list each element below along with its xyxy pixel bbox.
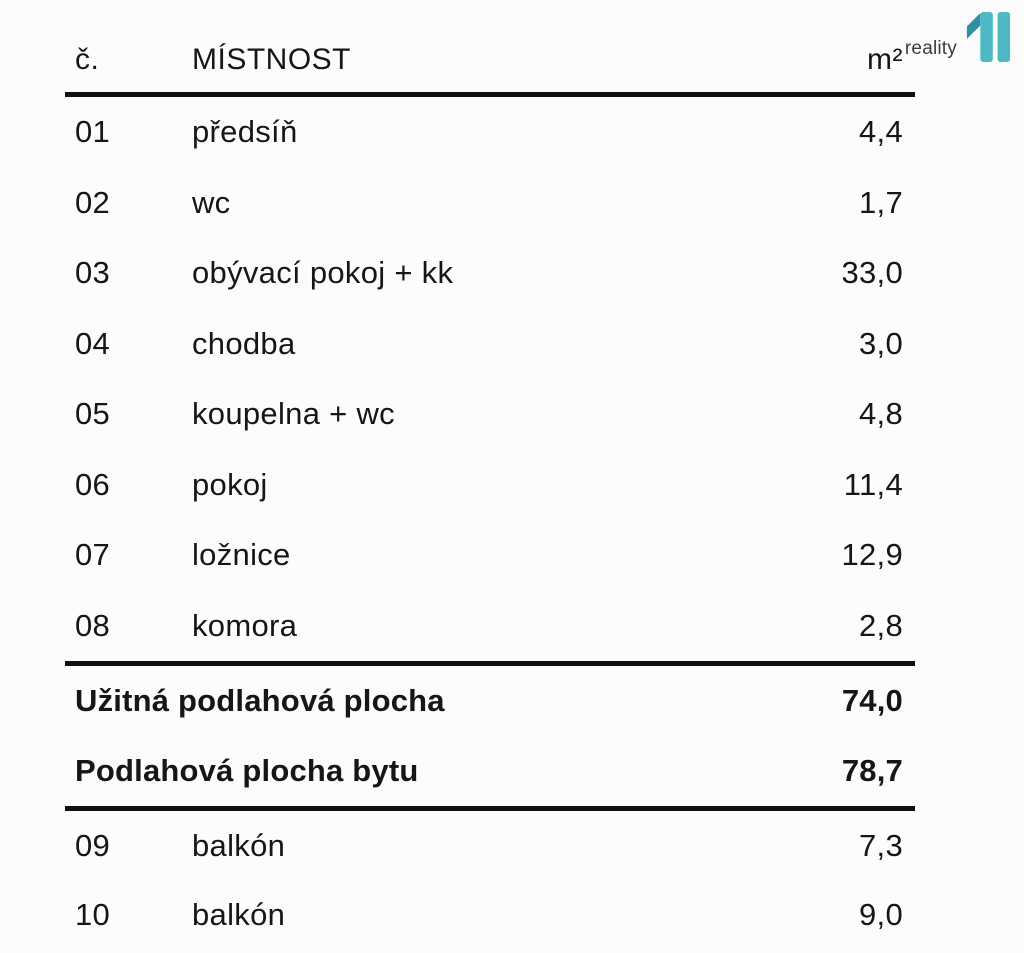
table-row: 10 balkón 9,0 xyxy=(65,880,915,949)
total-area: 74,0 xyxy=(841,683,903,718)
table-row: 01 předsíň 4,4 xyxy=(65,97,915,168)
table-row: 02 wc 1,7 xyxy=(65,168,915,239)
logo-text: reality xyxy=(904,38,957,59)
rooms-section: 01 předsíň 4,4 02 wc 1,7 03 obývací poko… xyxy=(65,97,915,661)
total-row: Podlahová plocha bytu 78,7 xyxy=(65,736,915,806)
balconies-section: 09 balkón 7,3 10 balkón 9,0 xyxy=(65,811,915,949)
room-number: 10 xyxy=(75,896,111,932)
room-number: 01 xyxy=(75,114,111,150)
room-number: 09 xyxy=(75,827,111,863)
room-number: 07 xyxy=(75,537,111,573)
table-row: 05 koupelna + wc 4,8 xyxy=(65,379,915,450)
total-label: Podlahová plocha bytu xyxy=(75,753,419,788)
room-number: 05 xyxy=(75,396,111,432)
room-name: komora xyxy=(192,607,298,643)
table-row: 07 ložnice 12,9 xyxy=(65,520,915,591)
room-name: ložnice xyxy=(192,537,291,573)
room-number: 03 xyxy=(75,255,111,291)
room-area: 4,8 xyxy=(859,396,903,432)
header-unit-label: m² xyxy=(867,43,903,76)
room-area: 9,0 xyxy=(859,896,903,932)
total-label: Užitná podlahová plocha xyxy=(75,683,445,718)
room-area: 33,0 xyxy=(841,255,903,291)
table-row: 08 komora 2,8 xyxy=(65,591,915,662)
room-name: koupelna + wc xyxy=(192,396,395,432)
room-area: 3,0 xyxy=(859,325,903,361)
divider-totals-bottom xyxy=(65,806,915,811)
room-area: 7,3 xyxy=(859,827,903,863)
divider-header xyxy=(65,92,915,97)
table-header-row: č. MÍSTNOST m² xyxy=(65,0,915,92)
room-area: 12,9 xyxy=(841,537,903,573)
reality11-logo-icon xyxy=(966,12,1011,62)
room-number: 06 xyxy=(75,466,111,502)
total-area: 78,7 xyxy=(841,753,903,788)
table-row: 04 chodba 3,0 xyxy=(65,309,915,380)
logo: reality xyxy=(905,10,1012,64)
room-name: předsíň xyxy=(192,114,298,150)
room-area: 4,4 xyxy=(859,114,903,150)
room-table: č. MÍSTNOST m² 01 předsíň 4,4 02 wc 1,7 … xyxy=(65,0,915,949)
total-row: Užitná podlahová plocha 74,0 xyxy=(65,666,915,736)
room-name: balkón xyxy=(192,827,286,863)
table-row: 09 balkón 7,3 xyxy=(65,811,915,880)
table-row: 03 obývací pokoj + kk 33,0 xyxy=(65,238,915,309)
room-name: chodba xyxy=(192,325,296,361)
room-number: 08 xyxy=(75,607,111,643)
header-room-label: MÍSTNOST xyxy=(192,43,351,76)
room-name: pokoj xyxy=(192,466,268,502)
totals-section: Užitná podlahová plocha 74,0 Podlahová p… xyxy=(65,666,915,806)
room-area: 11,4 xyxy=(843,466,903,502)
room-area: 1,7 xyxy=(859,184,903,220)
header-number-label: č. xyxy=(75,43,100,76)
room-name: wc xyxy=(192,184,231,220)
room-name: obývací pokoj + kk xyxy=(192,255,454,291)
room-area: 2,8 xyxy=(859,607,903,643)
divider-totals-top xyxy=(65,661,915,666)
table-row: 06 pokoj 11,4 xyxy=(65,450,915,521)
room-number: 04 xyxy=(75,325,111,361)
room-name: balkón xyxy=(192,896,286,932)
room-number: 02 xyxy=(75,184,111,220)
